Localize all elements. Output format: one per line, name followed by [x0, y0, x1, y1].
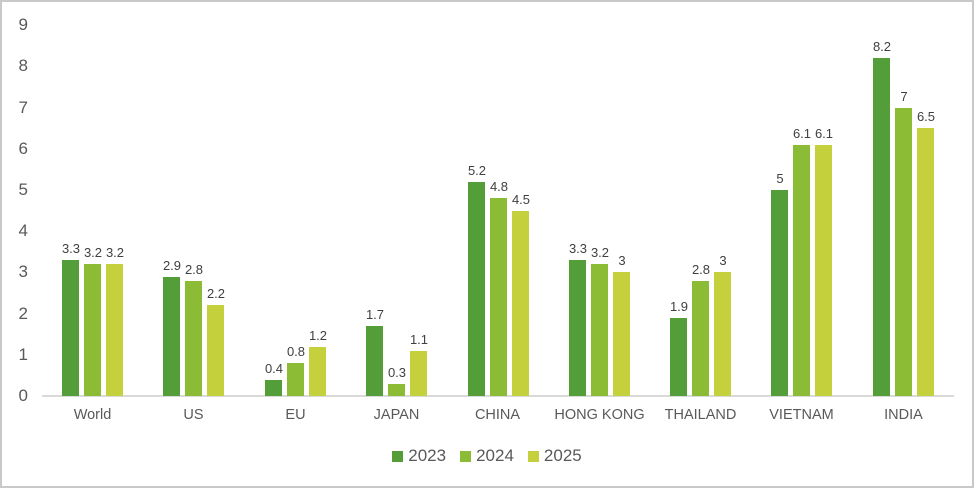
chart-legend: 2023 2024 2025	[2, 446, 972, 466]
bar-value-label: 3.3	[568, 241, 588, 256]
y-axis-tick-label: 6	[18, 139, 28, 158]
bar-value-label: 3	[719, 253, 727, 268]
bar-value-label: 5	[776, 171, 784, 186]
bar-value-label: 4.8	[489, 179, 509, 194]
bar-2025-world	[106, 264, 123, 396]
bar-2024-thailand	[692, 281, 709, 396]
bar-value-label: 2.8	[691, 262, 711, 277]
bar-2025-china	[512, 211, 529, 396]
x-axis-category-label: US	[183, 407, 204, 423]
y-axis-tick-label: 4	[18, 221, 28, 240]
bar-value-label: 1.2	[308, 328, 328, 343]
legend-item-2024: 2024	[460, 446, 514, 466]
y-axis-tick-label: 0	[18, 386, 28, 405]
y-axis-tick-label: 5	[18, 180, 28, 199]
y-axis-tick-label: 1	[18, 345, 28, 364]
y-axis-tick-label: 7	[18, 98, 28, 117]
y-axis-tick-label: 2	[18, 304, 28, 323]
y-axis-tick-label: 9	[18, 15, 28, 34]
bar-value-label: 1.9	[669, 299, 689, 314]
bar-2025-hong-kong	[613, 272, 630, 396]
bar-value-label: 2.2	[206, 286, 226, 301]
bar-value-label: 3.2	[83, 245, 103, 260]
bar-2024-hong-kong	[591, 264, 608, 396]
y-axis-tick-label: 3	[18, 262, 28, 281]
bar-value-label: 6.1	[792, 126, 812, 141]
bar-2025-us	[207, 305, 224, 396]
bar-2023-eu	[265, 380, 282, 396]
bar-2025-eu	[309, 347, 326, 396]
bar-value-label: 0.3	[387, 365, 407, 380]
bar-value-label: 5.2	[467, 163, 487, 178]
bar-value-label: 3	[618, 253, 626, 268]
bar-value-label: 2.8	[184, 262, 204, 277]
legend-label: 2025	[543, 446, 582, 465]
bar-2024-world	[84, 264, 101, 396]
bar-2023-us	[163, 277, 180, 396]
bar-value-label: 1.1	[409, 332, 429, 347]
bar-2024-vietnam	[793, 145, 810, 396]
x-axis-category-label: THAILAND	[664, 407, 737, 423]
bar-value-label: 8.2	[872, 39, 892, 54]
bar-2024-japan	[388, 384, 405, 396]
legend-swatch-icon	[392, 450, 404, 462]
legend-swatch-icon	[527, 450, 539, 462]
bar-2025-vietnam	[815, 145, 832, 396]
x-axis-category-label: HONG KONG	[554, 407, 645, 423]
bar-value-label: 6.1	[814, 126, 834, 141]
x-axis-line	[42, 395, 954, 397]
bar-value-label: 1.7	[365, 307, 385, 322]
bar-value-label: 6.5	[916, 109, 936, 124]
bar-2023-india	[873, 58, 890, 396]
legend-label: 2024	[476, 446, 514, 465]
x-axis-category-label: EU	[285, 407, 306, 423]
x-axis-category-label: World	[73, 407, 112, 423]
bar-2023-china	[468, 182, 485, 396]
legend-item-2025: 2025	[527, 446, 582, 466]
bar-2023-vietnam	[771, 190, 788, 396]
bar-value-label: 0.8	[286, 344, 306, 359]
bar-2023-hong-kong	[569, 260, 586, 396]
bar-value-label: 3.2	[590, 245, 610, 260]
x-axis-category-label: JAPAN	[373, 407, 420, 423]
bar-value-label: 7	[900, 89, 908, 104]
legend-item-2023: 2023	[392, 446, 446, 466]
bar-value-label: 2.9	[162, 258, 182, 273]
bar-2023-thailand	[670, 318, 687, 396]
bar-value-label: 4.5	[511, 192, 531, 207]
bar-2025-japan	[410, 351, 427, 396]
bar-2024-us	[185, 281, 202, 396]
bar-2025-thailand	[714, 272, 731, 396]
bar-2023-japan	[366, 326, 383, 396]
legend-swatch-icon	[460, 450, 472, 462]
bar-2023-world	[62, 260, 79, 396]
bar-value-label: 0.4	[264, 361, 284, 376]
x-axis-category-label: VIETNAM	[769, 407, 834, 423]
bar-2024-eu	[287, 363, 304, 396]
bar-2024-china	[490, 198, 507, 396]
x-axis-category-label: CHINA	[474, 407, 521, 423]
bar-2024-india	[895, 108, 912, 396]
x-axis-category-label: INDIA	[884, 407, 923, 423]
y-axis-tick-label: 8	[18, 56, 28, 75]
legend-label: 2023	[408, 446, 447, 465]
bar-2025-india	[917, 128, 934, 396]
bar-value-label: 3.2	[105, 245, 125, 260]
bar-value-label: 3.3	[61, 241, 81, 256]
